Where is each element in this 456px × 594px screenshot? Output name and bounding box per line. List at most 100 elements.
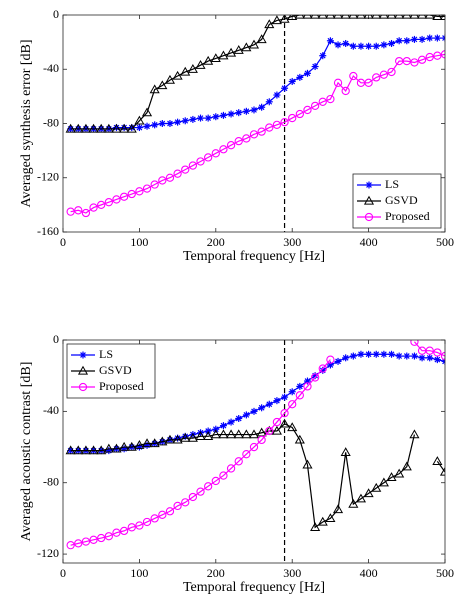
marker	[173, 169, 182, 178]
marker	[180, 432, 191, 442]
marker	[310, 15, 321, 19]
x-tick-label: 400	[360, 566, 378, 580]
marker-stroke	[358, 351, 364, 358]
marker	[150, 514, 159, 523]
x-tick-label: 500	[436, 566, 454, 580]
marker	[219, 422, 227, 430]
marker	[204, 153, 213, 162]
marker	[310, 373, 320, 382]
marker-stroke	[296, 383, 303, 390]
x-tick-label: 0	[60, 566, 66, 580]
marker	[164, 74, 176, 84]
marker	[357, 350, 365, 358]
marker	[348, 15, 359, 19]
marker	[433, 356, 441, 364]
marker-stroke	[442, 360, 445, 365]
marker	[273, 397, 281, 405]
marker	[257, 435, 266, 445]
marker-stroke	[220, 112, 227, 119]
chart: 0 100 200 300 400 500 -120 -80 -40 0 Temporal freq…	[19, 332, 454, 594]
marker-stroke	[220, 422, 227, 429]
marker	[288, 400, 297, 409]
legend-label: Proposed	[99, 379, 144, 393]
marker	[342, 354, 350, 362]
marker	[288, 113, 297, 123]
marker	[294, 15, 305, 19]
marker	[73, 123, 84, 133]
marker	[111, 443, 122, 453]
y-tick-label: -160	[37, 224, 59, 238]
marker	[173, 501, 182, 511]
marker	[126, 123, 137, 133]
marker	[157, 436, 168, 446]
marker	[425, 346, 434, 355]
marker-stroke	[434, 356, 441, 363]
marker	[195, 59, 206, 69]
marker	[357, 42, 365, 50]
marker	[242, 450, 251, 459]
marker-stroke	[388, 40, 395, 47]
marker-stroke	[136, 124, 143, 131]
marker-stroke	[342, 354, 349, 361]
marker	[233, 429, 244, 439]
marker	[410, 340, 419, 346]
y-tick-label: -120	[37, 170, 59, 184]
marker	[203, 431, 214, 440]
y-tick-label: -80	[43, 115, 59, 129]
marker-stroke	[205, 115, 212, 121]
marker	[439, 466, 445, 476]
marker	[302, 459, 313, 469]
y-tick-label: -120	[37, 546, 59, 560]
marker	[296, 73, 304, 81]
marker	[294, 434, 305, 444]
marker-stroke	[335, 358, 341, 365]
marker	[424, 15, 435, 19]
marker	[112, 195, 121, 204]
marker	[280, 408, 289, 418]
marker	[104, 532, 113, 541]
marker	[401, 461, 412, 471]
marker	[287, 15, 298, 21]
marker	[272, 417, 282, 427]
marker-stroke	[274, 397, 280, 404]
marker	[409, 15, 420, 19]
marker	[96, 123, 107, 133]
marker-stroke	[281, 394, 288, 400]
marker	[204, 114, 212, 122]
marker-stroke	[190, 116, 196, 123]
marker	[432, 456, 443, 465]
marker-stroke	[319, 52, 326, 59]
marker-stroke	[342, 40, 349, 47]
marker-stroke	[182, 117, 189, 124]
marker	[211, 476, 220, 486]
marker	[387, 67, 396, 77]
marker	[334, 41, 342, 49]
marker	[418, 35, 426, 43]
marker	[165, 507, 175, 516]
marker	[317, 516, 328, 526]
marker	[326, 37, 334, 45]
marker-stroke	[167, 120, 173, 127]
marker-stroke	[304, 70, 311, 77]
marker	[180, 66, 191, 76]
legend-label: Proposed	[385, 209, 430, 223]
marker	[334, 357, 342, 365]
marker	[341, 86, 350, 96]
marker	[227, 110, 235, 118]
marker	[426, 354, 434, 362]
marker-stroke	[281, 85, 288, 92]
marker	[204, 427, 212, 435]
marker	[410, 35, 418, 43]
marker	[318, 97, 327, 106]
marker-stroke	[289, 388, 296, 395]
marker-stroke	[327, 37, 334, 44]
marker	[212, 113, 220, 121]
x-tick-label: 400	[360, 235, 378, 249]
marker	[227, 418, 235, 426]
marker	[241, 429, 252, 439]
marker	[317, 15, 328, 19]
marker	[417, 55, 427, 64]
marker	[181, 117, 189, 125]
marker	[388, 39, 396, 47]
marker	[326, 355, 335, 364]
